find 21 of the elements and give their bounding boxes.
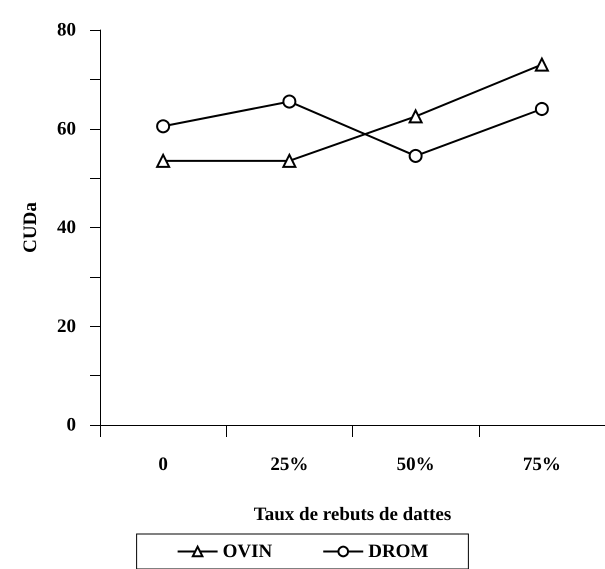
- point: [534, 102, 549, 116]
- point: [534, 58, 549, 72]
- legend-label: OVIN: [222, 541, 273, 562]
- y-tick-label: 20: [57, 316, 76, 337]
- y-axis-title: CUDa: [20, 202, 41, 253]
- point: [282, 154, 296, 168]
- point: [156, 119, 170, 134]
- y-tick-label: 0: [66, 414, 76, 436]
- point: [408, 109, 423, 124]
- x-axis-title: Taux de rebuts de dattes: [254, 504, 452, 525]
- point: [282, 94, 296, 109]
- x-tick-label: 25%: [270, 454, 308, 475]
- y-tick-label: 40: [57, 217, 76, 238]
- point: [156, 154, 170, 168]
- legend-label: DROM: [368, 541, 428, 562]
- point: [408, 148, 423, 163]
- x-tick-label: 0: [158, 454, 168, 475]
- x-tick-label: 75%: [522, 454, 561, 475]
- x-tick-label: 50%: [396, 454, 435, 475]
- y-tick-label: 80: [57, 20, 76, 40]
- y-tick-label: 60: [57, 118, 76, 140]
